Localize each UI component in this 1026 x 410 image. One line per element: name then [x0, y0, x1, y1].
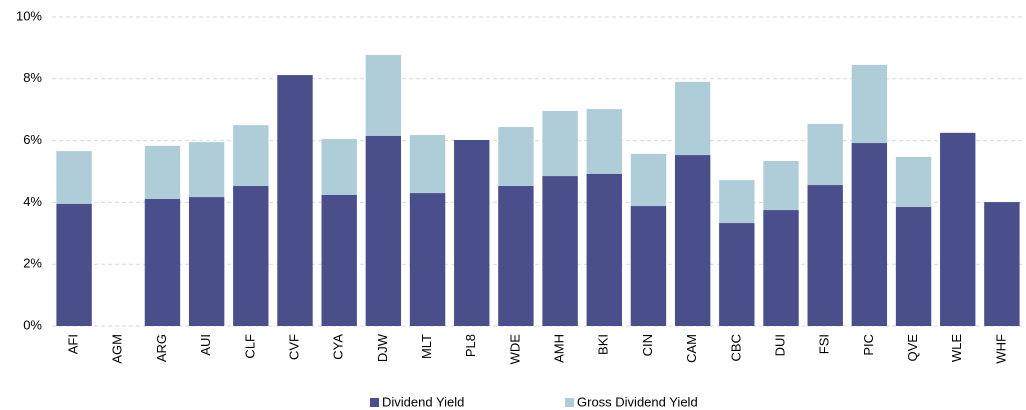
x-tick-label: WHF — [993, 334, 1008, 364]
legend-swatch — [370, 398, 379, 407]
bar — [277, 75, 313, 326]
x-tick-label: CVF — [286, 334, 301, 360]
x-tick-label: CBC — [728, 334, 743, 361]
bar — [630, 206, 667, 326]
bar — [233, 186, 269, 326]
bar — [719, 223, 755, 326]
x-tick-label: MLT — [419, 334, 434, 359]
legend-label: Gross Dividend Yield — [577, 394, 698, 409]
bar — [144, 199, 181, 326]
bar — [498, 186, 534, 326]
bar — [56, 203, 92, 326]
y-tick-label: 4% — [23, 194, 42, 209]
y-tick-label: 8% — [23, 70, 42, 85]
x-tick-label: DUI — [772, 334, 787, 356]
bar — [807, 185, 843, 326]
x-tick-label: CLF — [242, 334, 257, 359]
x-tick-label: FSI — [817, 334, 832, 354]
x-tick-label: WLE — [949, 334, 964, 363]
x-tick-label: CIN — [640, 334, 655, 356]
bar — [365, 135, 402, 326]
x-tick-label: AMH — [552, 334, 567, 363]
y-tick-label: 10% — [16, 8, 42, 23]
bar — [409, 193, 446, 326]
bar — [454, 139, 490, 326]
y-tick-label: 2% — [23, 256, 42, 271]
bar — [188, 197, 225, 326]
x-tick-label: AFI — [66, 334, 81, 354]
legend-swatch — [565, 398, 574, 407]
x-tick-label: AGM — [110, 334, 125, 364]
bar — [895, 207, 932, 326]
bar — [674, 155, 711, 326]
x-tick-label: DJW — [375, 333, 390, 362]
x-tick-label: CAM — [684, 334, 699, 363]
bar — [940, 132, 976, 326]
bar — [542, 176, 578, 326]
bar — [851, 143, 888, 326]
y-tick-label: 0% — [23, 317, 42, 332]
y-tick-label: 6% — [23, 132, 42, 147]
bar — [763, 210, 799, 326]
x-tick-label: BKI — [596, 334, 611, 355]
x-tick-label: PL8 — [463, 334, 478, 357]
x-tick-label: WDE — [507, 334, 522, 365]
legend-label: Dividend Yield — [382, 394, 464, 409]
bar — [321, 194, 357, 326]
x-tick-label: ARG — [154, 334, 169, 362]
x-tick-label: PIC — [861, 334, 876, 356]
x-tick-label: AUI — [198, 334, 213, 356]
bar — [984, 202, 1020, 326]
x-tick-label: QVE — [905, 334, 920, 362]
x-tick-label: CYA — [331, 334, 346, 360]
bar — [586, 173, 622, 326]
